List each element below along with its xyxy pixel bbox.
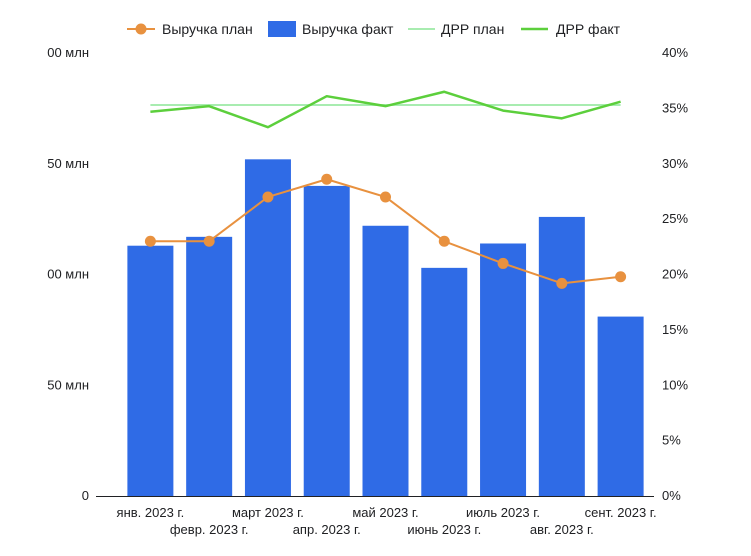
right-axis: 0% 5% 10% 15% 20% 25% 30% 35% 40% [662, 45, 688, 503]
right-tick-label: 15% [662, 322, 688, 337]
point-revenue-plan-2 [203, 235, 215, 247]
x-tick-label: сент. 2023 г. [585, 505, 657, 520]
line-drr-fact [150, 90, 621, 129]
chart-legend: Выручка план Выручка факт ДРР план ДРР факт [127, 21, 621, 37]
point-revenue-plan-5 [380, 191, 391, 203]
right-tick-label: 20% [662, 267, 688, 282]
left-axis: 0 50 млн 00 млн 50 млн 00 млн [47, 45, 89, 503]
right-tick-label: 40% [662, 45, 688, 60]
point-revenue-plan-1 [144, 235, 156, 247]
x-tick-label: апр. 2023 г. [293, 522, 361, 537]
right-tick-label: 0% [662, 488, 681, 503]
bar-fact-8 [538, 216, 585, 496]
bar-fact-4 [303, 185, 350, 496]
line-series [144, 90, 627, 289]
bar-series [127, 159, 644, 496]
point-revenue-plan-3 [262, 191, 274, 203]
bar-fact-1 [127, 245, 174, 496]
left-tick-label: 50 млн [47, 377, 89, 392]
x-tick-label: янв. 2023 г. [117, 505, 185, 520]
point-revenue-plan-9 [615, 271, 627, 283]
x-tick-label: авг. 2023 г. [530, 522, 594, 537]
right-tick-label: 5% [662, 433, 681, 448]
left-tick-label: 00 млн [47, 267, 89, 282]
legend-swatch [268, 21, 296, 37]
x-tick-label: июль 2023 г. [466, 505, 540, 520]
legend-label: ДРР план [441, 21, 504, 37]
x-axis: янв. 2023 г. февр. 2023 г. март 2023 г. апр… [117, 505, 657, 537]
point-revenue-plan-4 [321, 173, 333, 185]
right-tick-label: 25% [662, 211, 688, 226]
left-tick-label: 00 млн [47, 45, 89, 60]
bar-fact-3 [244, 159, 291, 496]
x-tick-label: март 2023 г. [232, 505, 304, 520]
bar-fact-7 [480, 243, 527, 496]
legend-label: Выручка факт [302, 21, 394, 37]
point-revenue-plan-7 [497, 257, 509, 269]
legend-label: Выручка план [162, 21, 253, 37]
right-tick-label: 30% [662, 156, 688, 171]
point-revenue-plan-8 [556, 277, 568, 289]
bar-fact-6 [421, 267, 468, 496]
left-tick-label: 0 [82, 488, 89, 503]
point-revenue-plan-6 [438, 235, 450, 247]
x-tick-label: июнь 2023 г. [407, 522, 481, 537]
bar-fact-5 [362, 225, 409, 496]
right-tick-label: 35% [662, 100, 688, 115]
left-tick-label: 50 млн [47, 156, 89, 171]
bar-fact-2 [186, 236, 233, 496]
x-tick-label: май 2023 г. [352, 505, 418, 520]
bar-fact-9 [597, 316, 644, 496]
right-tick-label: 10% [662, 377, 688, 392]
legend-swatch-dot [135, 23, 147, 35]
legend-label: ДРР факт [556, 21, 621, 37]
x-tick-label: февр. 2023 г. [170, 522, 249, 537]
